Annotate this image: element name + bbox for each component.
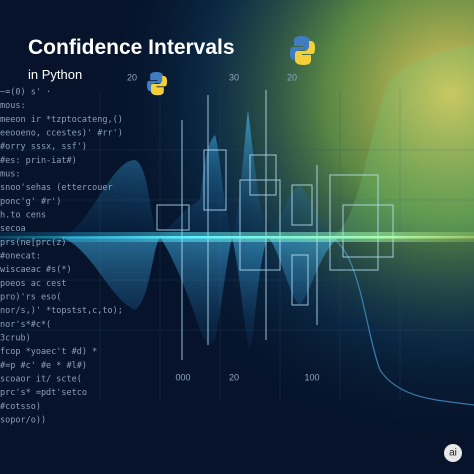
beam	[0, 236, 474, 239]
code-line: nor's*#c*(	[0, 320, 51, 330]
top-axis-label: 30	[229, 72, 239, 82]
code-line: mus:	[0, 170, 20, 180]
bottom-axis-label: 000	[175, 372, 190, 382]
python-logo	[290, 36, 315, 65]
badge-circle	[444, 444, 462, 462]
code-line: snoo'sehas (ettercouer	[0, 183, 113, 193]
code-line: wiscaeac #s(*)	[0, 265, 72, 275]
code-line: prs(ne[prc(z)	[0, 238, 67, 248]
python-logo-small	[147, 72, 167, 96]
subtitle: in Python	[28, 67, 82, 82]
code-line: sopor/o))	[0, 416, 46, 426]
grid	[0, 90, 474, 400]
code-line: meeon ir *tzptocateng,()	[0, 115, 123, 125]
code-block: ~=(0) s' · mous: meeon ir *tzptocateng,() e…	[0, 88, 123, 426]
code-line: #es: prin-iat#)	[0, 156, 77, 166]
upper-wave	[60, 110, 340, 237]
code-line: pro)'rs eso(	[0, 293, 61, 303]
bottom-axis-label: 100	[304, 372, 319, 382]
code-line: #=p #c' #e * #l#)	[0, 361, 87, 371]
bottom-axis-label: 20	[229, 372, 239, 382]
title: Confidence Intervals	[28, 36, 235, 59]
code-line: h.to cens	[0, 211, 46, 221]
right-wave	[330, 45, 474, 237]
code-line: #cotsso)	[0, 402, 41, 412]
top-axis-label: 20	[287, 72, 297, 82]
axis-labels: 20 30 20 000 20 100	[127, 72, 320, 382]
code-line: eeooeno, ccestes)' #rr')	[0, 129, 123, 139]
code-line: prc's* =pdt'setco	[0, 388, 87, 398]
code-line: nor/s,)' *topstst,c,to);	[0, 306, 123, 316]
right-curve	[329, 236, 474, 406]
top-axis-label: 20	[127, 72, 137, 82]
code-line: mous:	[0, 101, 26, 111]
code-line: ~=(0) s' ·	[0, 88, 51, 98]
badge: ai	[449, 448, 457, 459]
code-line: ponc'g' #r')	[0, 197, 61, 207]
code-line: scoaor it/ scte(	[0, 375, 82, 385]
code-line: #orry sssx, ssf')	[0, 142, 87, 152]
code-line: 3crub)	[0, 334, 31, 344]
code-line: #onecat:	[0, 252, 41, 262]
code-line: fcop *yoaec't #d) *	[0, 347, 97, 357]
code-line: secoa	[0, 224, 26, 234]
lower-wave	[60, 237, 340, 350]
code-line: poeos ac cest	[0, 279, 67, 289]
